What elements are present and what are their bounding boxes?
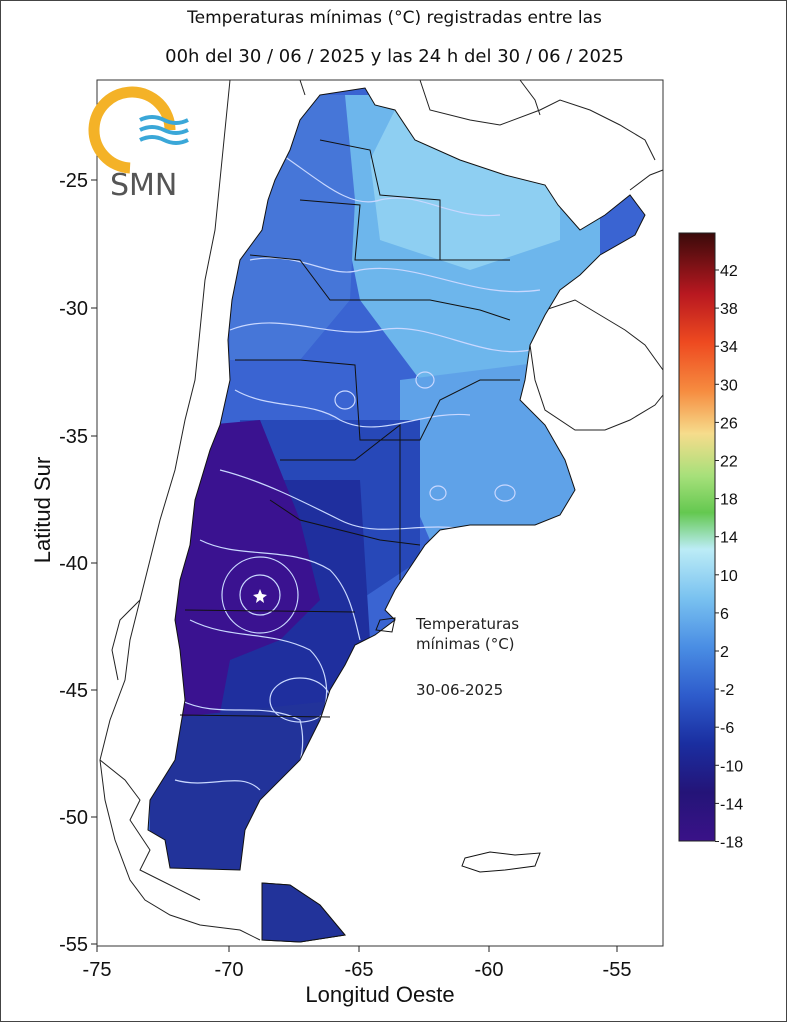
colorbar-label: -14 <box>720 796 743 813</box>
smn-logo: SMN <box>88 86 189 203</box>
temperature-field <box>148 88 645 870</box>
wave-icon <box>139 115 189 145</box>
title-line-2: 00h del 30 / 06 / 2025 y las 24 h del 30… <box>165 46 624 67</box>
colorbar-label: 42 <box>720 263 738 280</box>
annotation-line-2: mínimas (°C) <box>416 635 515 653</box>
sun-arc-icon <box>88 86 176 174</box>
x-tick-label: -60 <box>475 959 504 981</box>
malvinas-islands <box>461 851 541 873</box>
y-tick-label: -55 <box>59 934 88 956</box>
x-tick-label: -55 <box>603 959 632 981</box>
tierra-del-fuego <box>261 882 346 943</box>
y-tick-label: -30 <box>59 298 88 320</box>
y-tick-label: -45 <box>59 680 88 702</box>
colorbar-label: -10 <box>720 758 743 775</box>
colorbar-label: 26 <box>720 415 738 432</box>
colorbar-label: 38 <box>720 301 738 318</box>
y-tick-marks <box>91 179 97 945</box>
colorbar-label: 2 <box>720 644 729 661</box>
colorbar-label: 18 <box>720 492 738 509</box>
y-tick-label: -50 <box>59 807 88 829</box>
colorbar-label: 22 <box>720 454 738 471</box>
logo-text: SMN <box>110 168 177 203</box>
colorbar-label: 6 <box>720 606 729 623</box>
x-tick-marks <box>96 946 618 952</box>
colorbar-label: -2 <box>720 682 734 699</box>
colorbar-label: -18 <box>720 835 743 852</box>
colorbar-gradient <box>678 232 716 842</box>
annotation-date: 30-06-2025 <box>416 681 504 699</box>
cold-spot-marker <box>253 589 267 603</box>
colorbar: 42 38 34 30 26 22 18 14 10 6 2 -2 -6 -10 -14 -18 <box>678 232 743 852</box>
y-tick-label: -35 <box>59 426 88 448</box>
colorbar-label: -6 <box>720 720 734 737</box>
y-tick-label: -40 <box>59 553 88 575</box>
colorbar-label: 10 <box>720 568 738 585</box>
plot-area <box>96 79 664 947</box>
y-axis-label: Latitud Sur <box>30 457 55 563</box>
colorbar-label: 14 <box>720 530 738 547</box>
x-tick-label: -65 <box>345 959 374 981</box>
x-tick-label: -70 <box>215 959 244 981</box>
colorbar-label: 34 <box>720 339 738 356</box>
x-axis-label: Longitud Oeste <box>305 982 454 1007</box>
title-line-1: Temperaturas mínimas (°C) registradas en… <box>187 8 602 28</box>
colorbar-label: 30 <box>720 377 738 394</box>
x-tick-label: -75 <box>83 959 112 981</box>
neighbor-borders <box>99 79 664 941</box>
annotation-line-1: Temperaturas <box>416 615 520 633</box>
isolines <box>174 149 541 811</box>
y-tick-label: -25 <box>59 170 88 192</box>
